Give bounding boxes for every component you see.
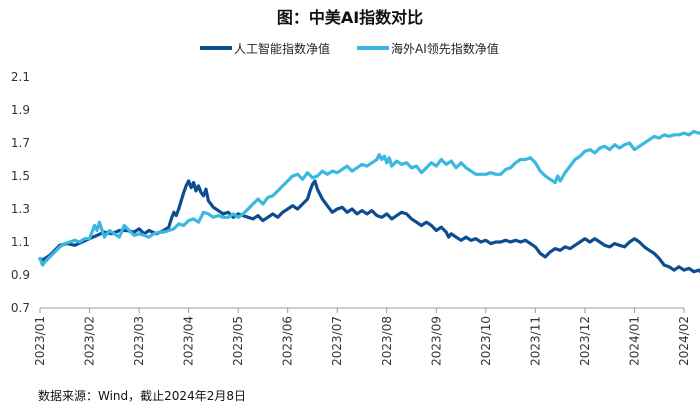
y-tick-label: 1.5 xyxy=(11,169,30,183)
y-tick-label: 1.9 xyxy=(11,103,30,117)
series-line-ai-overseas xyxy=(38,129,700,267)
y-tick-label: 2.1 xyxy=(11,70,30,84)
chart-title: 图：中美AI指数对比 xyxy=(276,8,424,27)
legend: 人工智能指数净值 海外AI领先指数净值 xyxy=(200,41,499,56)
series-line-ai-cn xyxy=(38,179,700,274)
x-tick-label: 2024/02 xyxy=(677,316,691,366)
x-tick-label: 2023/11 xyxy=(528,316,542,366)
y-tick-label: 1.3 xyxy=(11,202,30,216)
legend-label-ai-overseas: 海外AI领先指数净值 xyxy=(391,41,499,56)
x-tick-label: 2023/08 xyxy=(380,316,394,366)
x-tick-label: 2023/12 xyxy=(578,316,592,366)
x-tick-label: 2023/02 xyxy=(83,316,97,366)
x-tick-label: 2024/01 xyxy=(627,316,641,366)
x-tick-label: 2023/07 xyxy=(330,316,344,366)
x-tick-label: 2023/01 xyxy=(33,316,47,366)
y-axis: 0.7 0.9 1.1 1.3 1.5 1.7 1.9 2.1 xyxy=(11,70,30,315)
x-tick-label: 2023/05 xyxy=(231,316,245,366)
x-axis: 2023/01 2023/02 2023/03 2023/04 2023/05 2023/… xyxy=(33,307,691,366)
y-tick-label: 0.9 xyxy=(11,268,30,282)
y-tick-label: 1.1 xyxy=(11,235,30,249)
x-tick-label: 2023/09 xyxy=(429,316,443,366)
x-tick-label: 2023/03 xyxy=(132,316,146,366)
x-tick-label: 2023/10 xyxy=(479,316,493,366)
source-note: 数据来源：Wind，截止2024年2月8日 xyxy=(38,389,246,403)
series-lines xyxy=(38,129,700,274)
y-tick-label: 0.7 xyxy=(11,301,30,315)
y-tick-label: 1.7 xyxy=(11,136,30,150)
legend-label-ai-cn: 人工智能指数净值 xyxy=(234,41,330,56)
x-tick-label: 2023/04 xyxy=(182,316,196,366)
x-tick-label: 2023/06 xyxy=(281,316,295,366)
